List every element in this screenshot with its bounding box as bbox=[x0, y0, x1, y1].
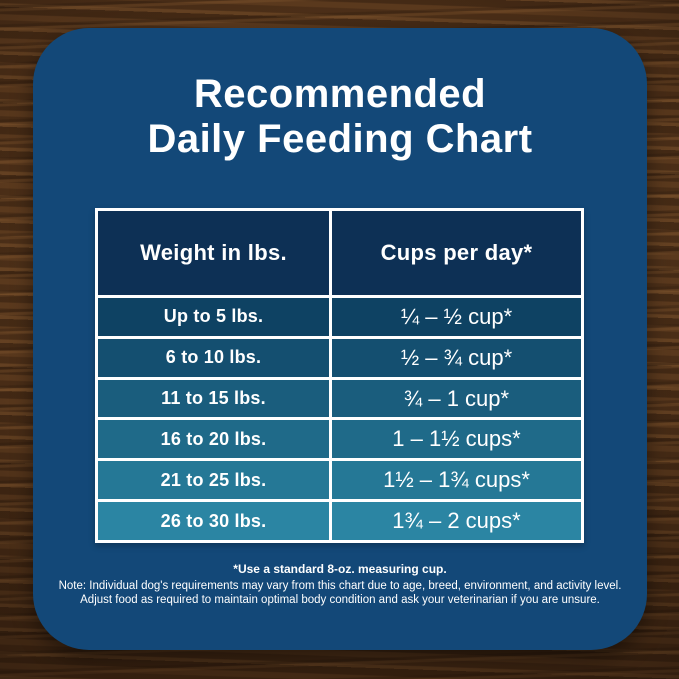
cups-cell: ¼ – ½ cup* bbox=[400, 303, 513, 329]
table-row: Up to 5 lbs. ¼ – ½ cup* bbox=[98, 295, 581, 336]
table-row: 6 to 10 lbs. ½ – ¾ cup* bbox=[98, 335, 581, 377]
weight-cell: Up to 5 lbs. bbox=[98, 298, 332, 336]
title-line-2: Daily Feeding Chart bbox=[147, 117, 533, 161]
weight-cell: 21 to 25 lbs. bbox=[98, 461, 332, 500]
weight-cell: 11 to 15 lbs. bbox=[98, 379, 332, 418]
title-line-1: Recommended bbox=[193, 72, 487, 116]
feeding-card: Recommended Daily Feeding Chart Weight i… bbox=[33, 28, 647, 650]
note-line-1: Note: Individual dog's requirements may … bbox=[58, 580, 622, 592]
table-header-row: Weight in lbs. Cups per day* bbox=[98, 211, 581, 295]
table-row: 26 to 30 lbs. 1¾ – 2 cups* bbox=[98, 499, 581, 540]
cups-cell: 1½ – 1¾ cups* bbox=[383, 467, 530, 493]
page-title: Recommended Daily Feeding Chart bbox=[33, 72, 647, 162]
weight-cell: 16 to 20 lbs. bbox=[98, 420, 332, 459]
weight-cell: 26 to 30 lbs. bbox=[98, 502, 332, 540]
cups-cell: 1 – 1½ cups* bbox=[392, 426, 521, 452]
column-header-cups: Cups per day* bbox=[380, 240, 533, 265]
measuring-cup-footnote: *Use a standard 8-oz. measuring cup. bbox=[233, 562, 447, 576]
table-row: 21 to 25 lbs. 1½ – 1¾ cups* bbox=[98, 458, 581, 500]
table-row: 11 to 15 lbs. ¾ – 1 cup* bbox=[98, 376, 581, 418]
weight-cell: 6 to 10 lbs. bbox=[98, 338, 332, 377]
feeding-table: Weight in lbs. Cups per day* Up to 5 lbs… bbox=[95, 208, 584, 543]
cups-cell: ¾ – 1 cup* bbox=[403, 385, 510, 411]
cups-cell: 1¾ – 2 cups* bbox=[392, 508, 521, 534]
note-line-2: Adjust food as required to maintain opti… bbox=[80, 594, 600, 606]
column-header-weight: Weight in lbs. bbox=[98, 211, 332, 295]
cups-cell: ½ – ¾ cup* bbox=[400, 344, 513, 370]
table-row: 16 to 20 lbs. 1 – 1½ cups* bbox=[98, 417, 581, 459]
footer-notes: *Use a standard 8-oz. measuring cup. Not… bbox=[51, 561, 629, 607]
